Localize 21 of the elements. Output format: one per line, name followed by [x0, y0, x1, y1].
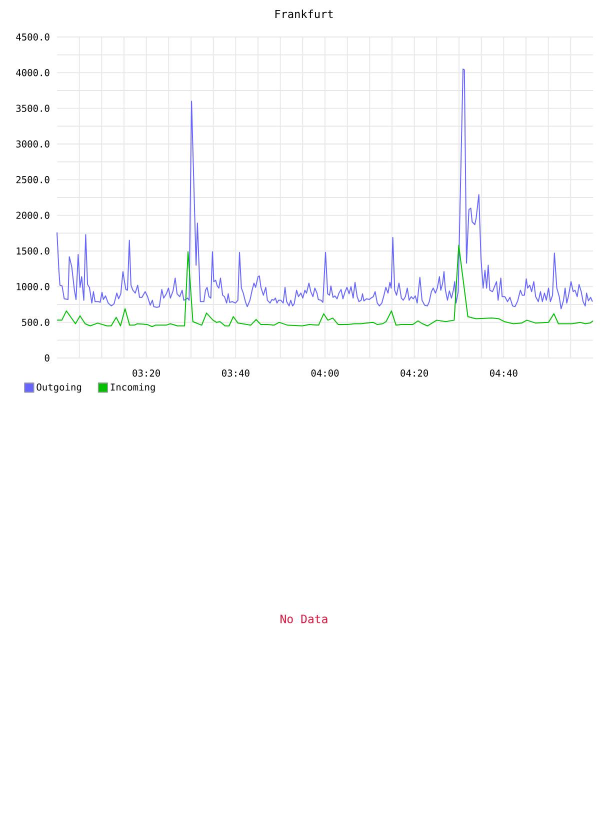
x-tick-label: 04:40: [490, 370, 518, 377]
x-tick-label: 04:00: [311, 370, 339, 377]
y-tick-label: 2500.0: [16, 176, 50, 184]
line-series: [56, 244, 594, 328]
y-tick-label: 500.0: [22, 318, 50, 326]
y-tick-label: 4000.0: [16, 69, 50, 76]
x-tick-label: 03:20: [132, 370, 160, 377]
x-tick-label: 03:40: [222, 370, 250, 377]
y-tick-label: 2000.0: [16, 212, 50, 219]
text: No Data: [280, 614, 328, 624]
chart-title: Frankfurt: [275, 10, 333, 18]
line-series: [56, 68, 593, 310]
y-tick-label: 3000.0: [16, 140, 50, 148]
y-tick-label: 1500.0: [16, 247, 50, 255]
y-tick-label: 1000.0: [16, 283, 50, 290]
y-tick-label: 0: [44, 354, 50, 362]
legend-label: Incoming: [110, 383, 155, 393]
y-tick-label: 3500.0: [16, 104, 50, 112]
x-tick-label: 04:20: [400, 370, 428, 377]
legend-label: Outgoing: [36, 383, 82, 393]
y-tick-label: 4500.0: [16, 33, 50, 41]
